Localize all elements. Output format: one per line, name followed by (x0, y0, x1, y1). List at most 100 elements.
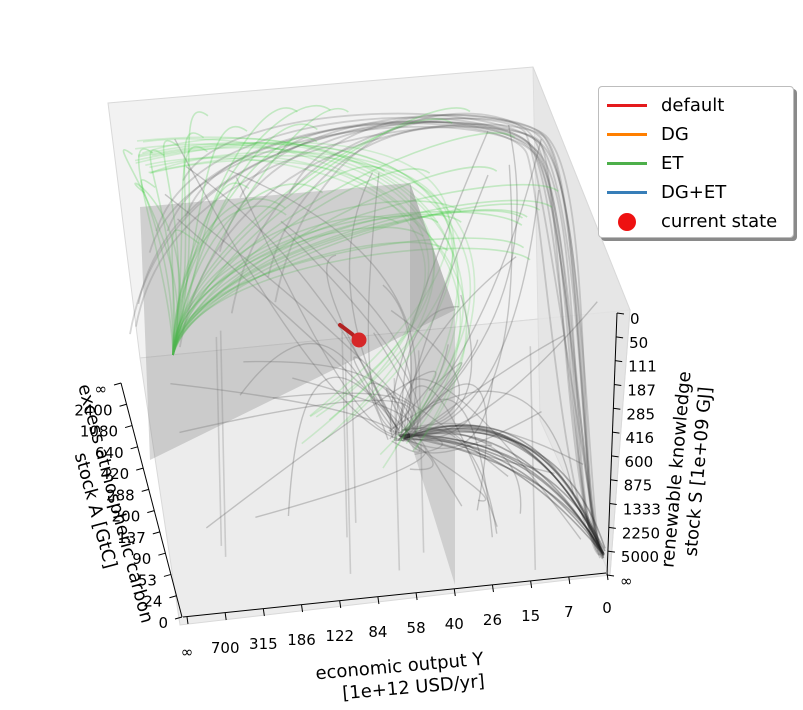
x-axis-tick (415, 592, 418, 601)
flow-line-et (172, 241, 449, 356)
y-axis-tick (158, 552, 166, 556)
flow-line-inner (407, 427, 498, 534)
x-axis-tick (453, 588, 456, 597)
z-axis-tick-label: ∞ (620, 572, 633, 590)
flow-line-inner (411, 427, 522, 514)
z-axis-tick-label: 187 (627, 381, 656, 399)
flow-line-et (172, 125, 248, 356)
flow-line-et-loop (137, 141, 460, 450)
x-axis-tick (491, 584, 494, 593)
x-axis-tick-label: 26 (483, 611, 502, 629)
flow-line-et (172, 168, 431, 356)
flow-line-et (172, 215, 400, 356)
flow-line-vertical (393, 378, 401, 571)
flow-line-et (172, 213, 462, 356)
flow-line-vertical (219, 330, 227, 557)
flow-line-outer (288, 114, 605, 560)
z-axis-tick (615, 360, 623, 363)
x-axis-tick (568, 576, 571, 585)
flow-line-inner (408, 334, 565, 440)
flow-line-escape (405, 438, 602, 551)
tick-layer: ∞ 700 315 186 122 84 58 40 26 15 7 0∞24001080640420… (74, 310, 661, 661)
flow-line-inner (409, 362, 463, 430)
flow-line-outer (218, 121, 605, 556)
flow-line-inner (393, 256, 517, 441)
y-axis-tick-label: 90 (132, 550, 151, 568)
flow-line-et-loop (136, 136, 472, 456)
current-state-layer (338, 323, 367, 348)
flow-line-inner (174, 138, 400, 440)
y-axis-tick (136, 467, 144, 471)
flow-line-inner (398, 385, 498, 527)
legend-swatch-dg (607, 133, 647, 136)
flow-line-et-loop (135, 143, 459, 469)
x-axis-line (182, 572, 607, 618)
flow-line-inner (367, 382, 509, 477)
flow-line-inner (205, 370, 437, 529)
flow-line-inner (402, 339, 479, 442)
z-axis-tick (608, 526, 616, 529)
flow-line-et (172, 215, 439, 356)
legend-marker-wrap (607, 212, 647, 231)
legend: default DG ET DG+ET current state (598, 86, 794, 238)
z-axis-tick (616, 336, 624, 339)
flow-line-outer (166, 120, 601, 552)
flow-line-et-loop (138, 142, 454, 423)
flow-line-inner (403, 164, 513, 441)
y-axis-tick-label: 200 (112, 508, 141, 526)
flow-line-outer (267, 124, 601, 556)
flow-line-inner (392, 390, 575, 495)
z-axis-tick (606, 574, 615, 577)
x-axis-tick (339, 600, 342, 609)
z-axis-tick-label: 285 (626, 405, 655, 423)
z-axis-line (606, 312, 618, 576)
flow-line-escape (400, 428, 605, 556)
y-axis-tick-label: 288 (106, 486, 135, 504)
flow-line-inner (353, 356, 401, 432)
y-axis-tick-label: 0 (158, 614, 168, 632)
x-axis-tick (262, 608, 265, 617)
flow-line-inner (239, 342, 389, 440)
flow-line-et (137, 148, 174, 356)
flow-line-et (140, 179, 174, 356)
flow-line-et (172, 123, 318, 356)
flow-line-escape (403, 424, 605, 559)
boundary-plane-side (410, 183, 455, 585)
flow-line-inner (287, 376, 399, 517)
flow-line-vertical (349, 343, 357, 523)
legend-label-et: ET (661, 153, 684, 174)
flow-line-inner (407, 294, 473, 431)
y-axis-line (120, 382, 183, 618)
flow-line-et (172, 145, 208, 356)
flow-line-et (172, 205, 287, 356)
flow-line-et-loop (142, 138, 461, 445)
flow-line-outer (129, 121, 602, 557)
flow-line-vertical (417, 350, 425, 553)
flow-line-inner (179, 399, 413, 434)
flow-line-et (172, 182, 250, 356)
flow-line-et (172, 210, 523, 356)
flow-line-et (172, 237, 525, 356)
flow-line-inner (389, 130, 489, 439)
flow-line-inner (280, 220, 413, 440)
legend-label-dg: DG (661, 124, 689, 145)
x-axis-tick (186, 616, 189, 625)
flow-line-et-loop (148, 155, 476, 451)
x-axis-tick (606, 572, 609, 581)
y-axis-tick-label: ∞ (95, 380, 108, 398)
x-axis-tick-label: 186 (287, 631, 316, 649)
flow-line-escape (402, 433, 606, 552)
flow-line-inner (405, 344, 449, 434)
y-axis-tick-label: 137 (117, 529, 146, 547)
flow-line-et (172, 118, 453, 356)
flow-line-et (162, 139, 180, 356)
flow-line-outer (178, 123, 602, 556)
x-axis-tick-label: 15 (521, 607, 540, 625)
flow-line-escape (406, 431, 606, 549)
x-axis-tick-label: 315 (249, 635, 278, 653)
flow-line-et (172, 183, 559, 356)
flow-line-escape (402, 435, 603, 554)
y-axis-tick-label: 420 (101, 465, 130, 483)
z-axis-tick-label: 875 (624, 477, 653, 495)
